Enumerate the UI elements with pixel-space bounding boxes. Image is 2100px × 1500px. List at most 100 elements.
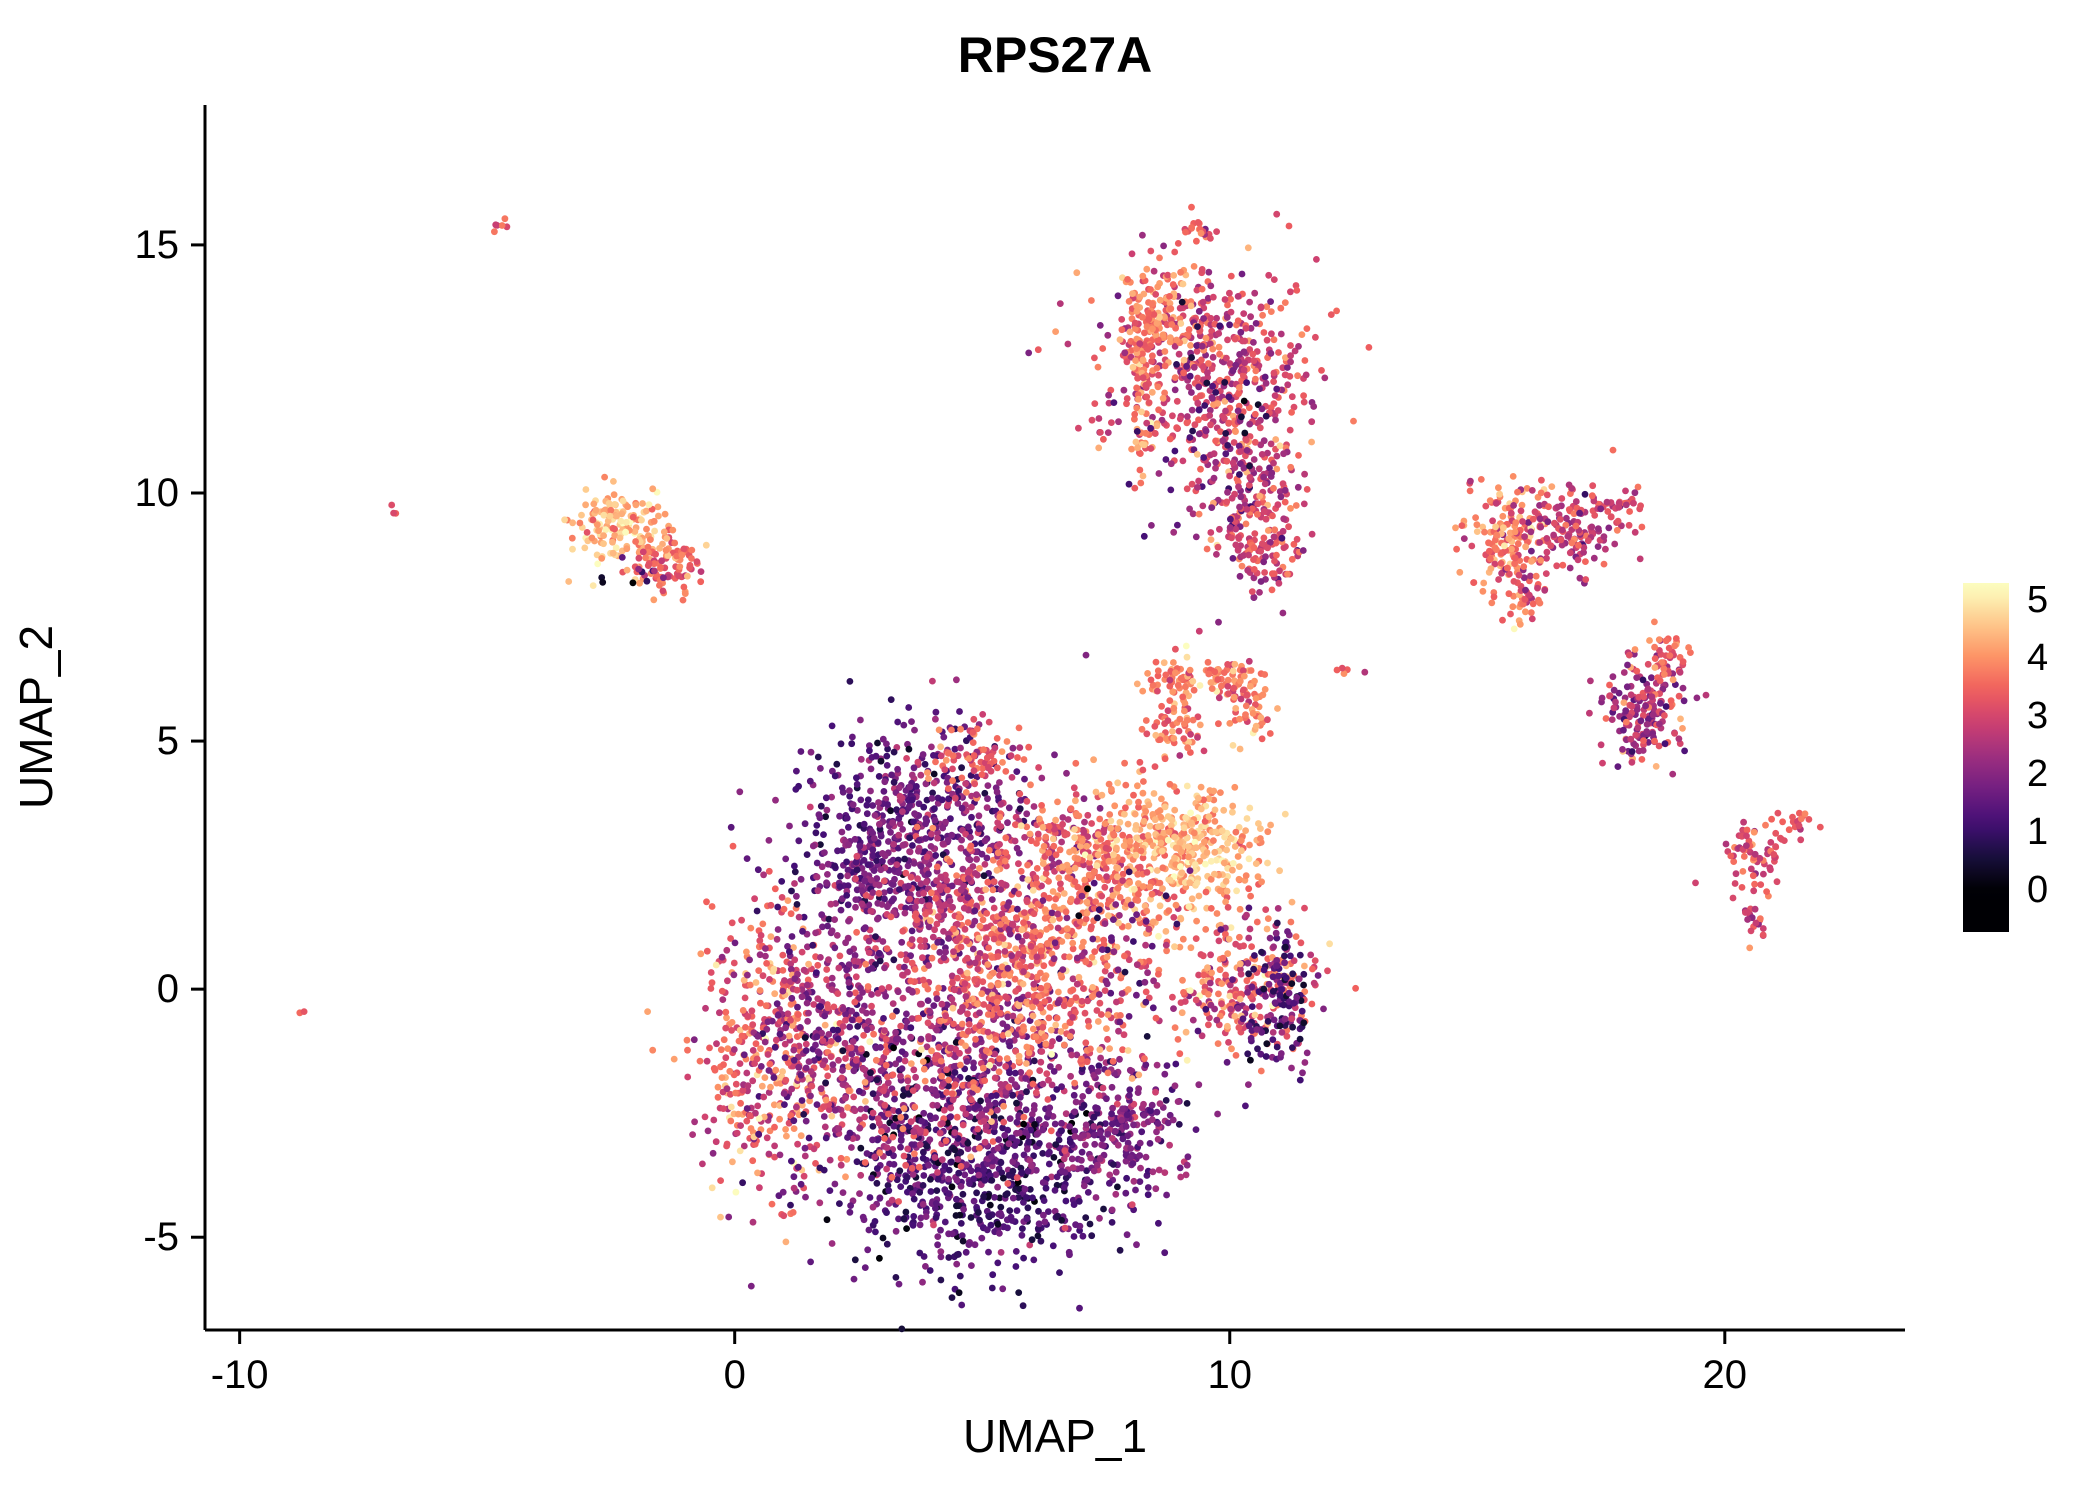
data-point bbox=[810, 1145, 818, 1153]
data-point bbox=[884, 903, 891, 911]
data-point bbox=[1202, 860, 1209, 868]
data-point bbox=[1229, 808, 1236, 816]
data-point bbox=[1067, 895, 1075, 903]
data-point bbox=[1119, 1105, 1126, 1113]
data-point bbox=[1242, 827, 1249, 834]
data-point bbox=[990, 904, 998, 912]
data-point bbox=[897, 1131, 905, 1139]
data-point bbox=[1116, 1246, 1124, 1254]
data-point bbox=[1185, 853, 1192, 861]
data-point bbox=[791, 956, 799, 964]
data-point bbox=[1124, 986, 1132, 993]
data-point bbox=[1037, 947, 1045, 955]
data-point bbox=[957, 1183, 965, 1190]
data-point bbox=[712, 961, 720, 969]
data-point bbox=[861, 1113, 868, 1121]
data-point bbox=[785, 1032, 793, 1040]
data-point bbox=[854, 958, 862, 965]
data-point bbox=[869, 1090, 877, 1098]
data-point bbox=[985, 764, 992, 771]
data-point bbox=[1090, 1123, 1098, 1130]
data-point bbox=[1075, 973, 1083, 981]
data-point bbox=[1215, 720, 1222, 728]
data-point bbox=[849, 733, 856, 741]
data-point bbox=[965, 1027, 972, 1035]
data-point bbox=[975, 825, 983, 833]
data-point bbox=[1012, 821, 1019, 828]
data-point bbox=[1114, 1094, 1122, 1102]
data-point bbox=[981, 1176, 989, 1184]
data-point bbox=[930, 770, 938, 778]
data-point bbox=[831, 944, 839, 952]
data-point bbox=[1104, 1011, 1112, 1018]
data-point bbox=[878, 1128, 885, 1135]
data-point bbox=[800, 1111, 808, 1118]
data-point bbox=[782, 1076, 790, 1084]
data-point bbox=[895, 869, 902, 876]
data-point bbox=[1095, 873, 1103, 881]
data-point bbox=[899, 994, 907, 1002]
data-point bbox=[1203, 849, 1211, 856]
data-point bbox=[927, 917, 934, 925]
data-point bbox=[1154, 1135, 1162, 1143]
data-point bbox=[1040, 962, 1048, 970]
data-point bbox=[1040, 842, 1048, 850]
data-point bbox=[824, 1004, 832, 1012]
data-point bbox=[1096, 1214, 1103, 1222]
data-point bbox=[795, 837, 803, 845]
data-point bbox=[926, 1112, 934, 1120]
data-point bbox=[890, 1161, 898, 1168]
data-point bbox=[911, 1103, 919, 1111]
data-point bbox=[1094, 851, 1102, 858]
data-point bbox=[957, 844, 965, 852]
data-point bbox=[930, 1002, 938, 1009]
data-point bbox=[930, 779, 938, 787]
data-point bbox=[739, 1086, 747, 1094]
data-point bbox=[836, 883, 844, 891]
data-point bbox=[1274, 705, 1281, 712]
data-point bbox=[712, 1138, 720, 1146]
data-point bbox=[954, 974, 961, 982]
data-point bbox=[940, 1106, 948, 1114]
data-point bbox=[795, 1063, 803, 1071]
data-point bbox=[909, 988, 916, 996]
data-point bbox=[993, 735, 1001, 742]
data-point bbox=[1245, 657, 1253, 665]
data-point bbox=[761, 1074, 769, 1081]
data-point bbox=[1098, 892, 1106, 900]
data-point bbox=[793, 892, 800, 900]
data-point bbox=[988, 1092, 996, 1100]
data-point bbox=[756, 951, 764, 959]
data-point bbox=[928, 830, 935, 838]
data-point bbox=[1082, 1121, 1090, 1129]
data-point bbox=[1012, 1263, 1020, 1270]
data-point bbox=[931, 805, 938, 813]
data-point bbox=[895, 784, 903, 792]
data-point bbox=[841, 1039, 849, 1047]
data-point bbox=[957, 725, 964, 733]
data-point bbox=[1016, 962, 1024, 969]
data-point bbox=[1108, 1110, 1115, 1118]
data-point bbox=[962, 1248, 970, 1256]
data-point bbox=[970, 1197, 978, 1205]
data-point bbox=[851, 952, 859, 959]
data-point bbox=[997, 1159, 1005, 1167]
data-point bbox=[727, 1117, 735, 1125]
data-point bbox=[943, 876, 950, 884]
data-point bbox=[903, 1010, 910, 1018]
data-point bbox=[988, 896, 996, 903]
data-point bbox=[1134, 1089, 1142, 1096]
data-point bbox=[770, 1074, 778, 1081]
data-point bbox=[1092, 1194, 1100, 1201]
data-point bbox=[825, 956, 832, 964]
data-point bbox=[1174, 1036, 1182, 1043]
data-point bbox=[1235, 875, 1243, 883]
data-point bbox=[932, 1114, 939, 1122]
data-point bbox=[844, 1104, 851, 1111]
data-point bbox=[953, 1260, 961, 1268]
data-point bbox=[1096, 815, 1104, 823]
data-point bbox=[746, 1112, 754, 1119]
data-point bbox=[915, 1163, 923, 1171]
data-point bbox=[897, 1022, 905, 1030]
data-point bbox=[767, 1083, 774, 1091]
